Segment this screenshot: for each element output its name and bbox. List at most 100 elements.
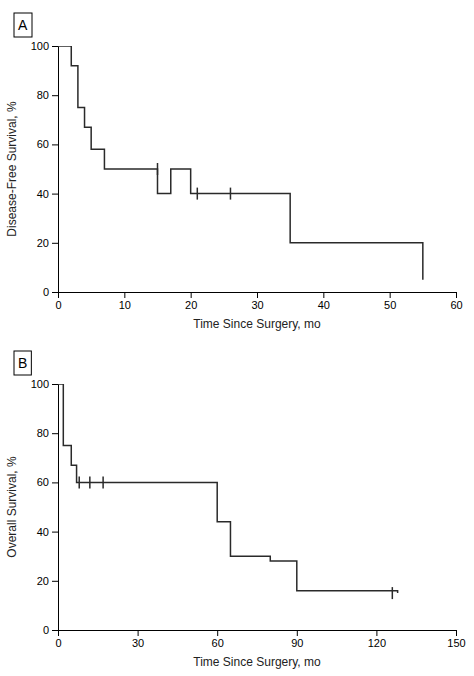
x-tick-mark <box>297 630 298 636</box>
panel-label: B <box>14 351 31 375</box>
x-tick-mark <box>124 292 125 298</box>
censor-mark <box>89 476 91 488</box>
censor-mark <box>102 476 104 488</box>
y-tick-mark <box>52 581 58 582</box>
x-tick-label: 20 <box>185 299 197 311</box>
x-tick-label: 30 <box>132 637 144 649</box>
y-tick: 100 <box>31 378 58 390</box>
x-tick: 20 <box>185 292 197 311</box>
x-tick-mark <box>323 292 324 298</box>
data-layer <box>58 384 398 599</box>
x-tick-mark <box>456 630 457 636</box>
censor-mark <box>230 188 232 200</box>
x-tick: 50 <box>384 292 396 311</box>
survival-curve <box>58 384 398 593</box>
y-tick-label: 60 <box>37 476 49 488</box>
y-tick: 0 <box>43 286 58 298</box>
x-tick: 40 <box>318 292 330 311</box>
y-tick-label: 60 <box>37 138 49 150</box>
censor-mark <box>197 188 199 200</box>
x-tick-mark <box>191 292 192 298</box>
x-tick-label: 0 <box>55 637 61 649</box>
panel: 0 10 20 30 40 50 60 0 20 40 60 80 100 Time Since Surg… <box>5 13 463 331</box>
panel-label-text: A <box>18 17 28 33</box>
x-tick: 0 <box>55 292 61 311</box>
x-tick: 60 <box>450 292 462 311</box>
y-tick-label: 0 <box>43 286 49 298</box>
y-tick-label: 100 <box>31 40 49 52</box>
x-tick: 30 <box>132 630 144 649</box>
y-tick: 20 <box>37 575 58 587</box>
y-axis: 0 20 40 60 80 100 <box>31 40 59 298</box>
y-tick: 40 <box>37 188 58 200</box>
y-tick-mark <box>52 532 58 533</box>
x-tick-mark <box>138 630 139 636</box>
x-axis-line <box>59 293 457 299</box>
panel-label-box <box>14 351 31 375</box>
x-tick-label: 30 <box>251 299 263 311</box>
y-axis-title: Overall Survival, % <box>5 456 19 558</box>
x-axis-title: Time Since Surgery, mo <box>193 317 321 331</box>
y-tick-label: 20 <box>37 237 49 249</box>
x-tick: 120 <box>368 630 386 649</box>
x-axis: 0 30 60 90 120 150 <box>55 630 465 649</box>
x-tick-label: 10 <box>119 299 131 311</box>
x-tick-label: 60 <box>212 637 224 649</box>
y-tick-mark <box>52 46 58 47</box>
y-tick-label: 40 <box>37 526 49 538</box>
y-axis-line <box>52 385 59 631</box>
x-tick: 30 <box>251 292 263 311</box>
y-tick-mark <box>52 144 58 145</box>
x-axis-line <box>59 631 457 637</box>
y-axis: 0 20 40 60 80 100 <box>31 378 59 636</box>
x-tick-label: 120 <box>368 637 386 649</box>
panel-label: A <box>14 13 32 37</box>
y-tick-mark <box>52 482 58 483</box>
y-tick-mark <box>52 243 58 244</box>
x-tick: 60 <box>212 630 224 649</box>
y-tick-label: 0 <box>43 624 49 636</box>
y-tick-mark <box>52 292 58 293</box>
x-tick-label: 40 <box>318 299 330 311</box>
y-tick-label: 80 <box>37 89 49 101</box>
y-axis-title: Disease-Free Survival, % <box>5 101 19 237</box>
y-tick-mark <box>52 630 58 631</box>
y-tick: 0 <box>43 624 58 636</box>
y-tick-mark <box>52 433 58 434</box>
y-tick-mark <box>52 95 58 96</box>
x-tick-mark <box>376 630 377 636</box>
x-tick-label: 150 <box>447 637 465 649</box>
panel-label-box <box>14 13 32 37</box>
figure: 0 10 20 30 40 50 60 0 20 40 60 80 100 Time Since Surg… <box>0 0 474 676</box>
y-tick: 60 <box>37 476 58 488</box>
y-tick: 80 <box>37 427 58 439</box>
y-tick: 60 <box>37 138 58 150</box>
y-tick-label: 20 <box>37 575 49 587</box>
x-tick-mark <box>257 292 258 298</box>
y-tick-label: 80 <box>37 427 49 439</box>
y-tick-label: 100 <box>31 378 49 390</box>
x-tick-label: 0 <box>55 299 61 311</box>
x-tick-mark <box>217 630 218 636</box>
x-axis: 0 10 20 30 40 50 60 <box>55 292 462 311</box>
x-tick: 150 <box>447 630 465 649</box>
plot-area: 0 10 20 30 40 50 60 0 20 40 60 80 100 Time Since Surg… <box>5 40 463 331</box>
y-tick-label: 40 <box>37 188 49 200</box>
panel-label-text: B <box>18 355 27 371</box>
survival-curve <box>58 46 423 280</box>
censor-mark <box>392 587 394 599</box>
panel: 0 30 60 90 120 150 0 20 40 60 80 100 Time Since Surg… <box>5 351 466 669</box>
y-tick: 100 <box>31 40 58 52</box>
y-axis-line <box>52 47 59 293</box>
x-axis-title: Time Since Surgery, mo <box>193 655 321 669</box>
x-tick: 90 <box>291 630 303 649</box>
y-tick-mark <box>52 384 58 385</box>
x-tick-label: 60 <box>450 299 462 311</box>
censor-mark <box>78 476 80 488</box>
x-tick: 0 <box>55 630 61 649</box>
censor-mark <box>157 163 159 175</box>
y-tick: 40 <box>37 526 58 538</box>
x-tick-label: 90 <box>291 637 303 649</box>
x-tick-mark <box>390 292 391 298</box>
y-tick-mark <box>52 194 58 195</box>
